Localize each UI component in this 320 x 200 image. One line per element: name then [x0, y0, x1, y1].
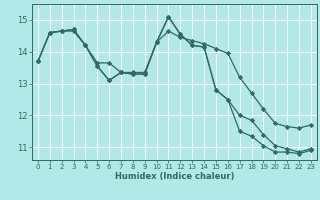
X-axis label: Humidex (Indice chaleur): Humidex (Indice chaleur) — [115, 172, 234, 181]
